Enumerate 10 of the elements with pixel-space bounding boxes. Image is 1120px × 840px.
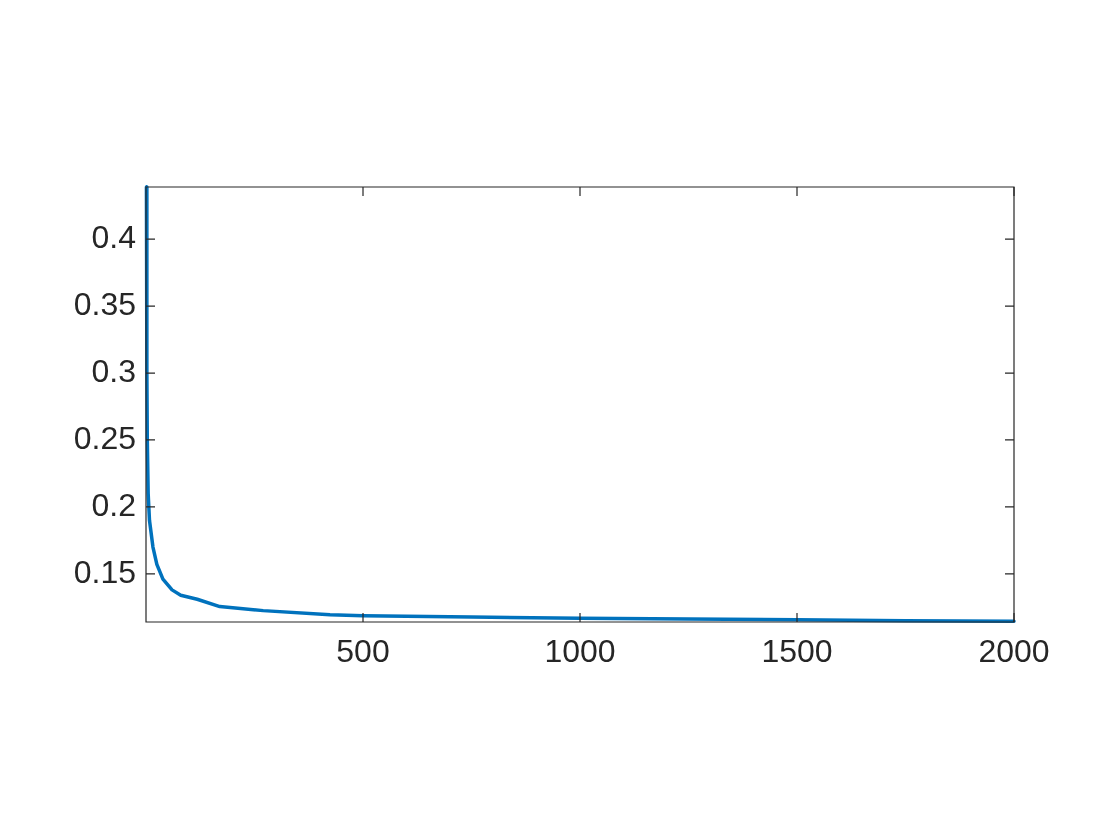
y-tick-label: 0.3	[91, 352, 136, 389]
x-tick-label: 1500	[761, 633, 833, 670]
y-tick-label: 0.2	[91, 486, 136, 523]
y-tick-label: 0.35	[73, 285, 136, 322]
x-tick-label: 500	[336, 633, 390, 670]
x-tick-label: 2000	[978, 633, 1050, 670]
x-tick-label: 1000	[544, 633, 616, 670]
y-tick-label: 0.4	[91, 219, 136, 256]
y-tick-label: 0.15	[73, 553, 136, 590]
y-tick-label: 0.25	[73, 419, 136, 456]
